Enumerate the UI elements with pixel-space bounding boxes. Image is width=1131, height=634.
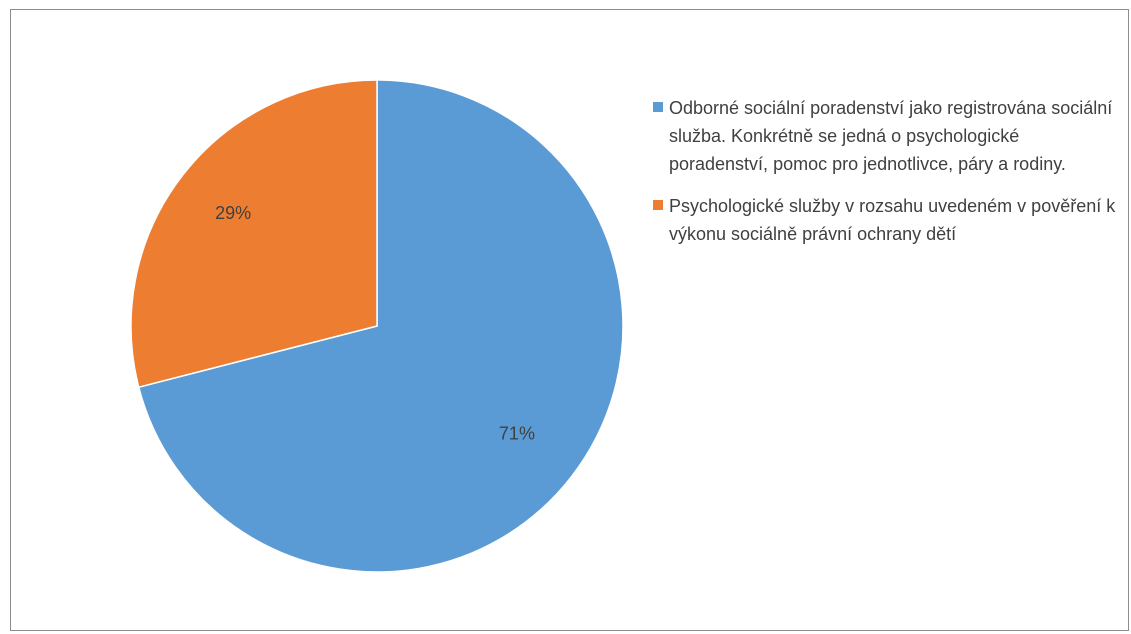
pie-slice-2 bbox=[130, 79, 378, 389]
data-label-1: 71% bbox=[499, 423, 535, 443]
pie-chart: 71% 29% bbox=[130, 79, 624, 573]
legend-label-2: Psychologické služby v rozsahu uvedeném … bbox=[669, 196, 1116, 244]
pie-slice-1 bbox=[137, 79, 624, 573]
data-label-2: 29% bbox=[215, 203, 251, 223]
legend-swatch-2 bbox=[653, 200, 663, 210]
legend-item-1: Odborné sociální poradenství jako regist… bbox=[653, 94, 1123, 178]
legend-label-1: Odborné sociální poradenství jako regist… bbox=[669, 98, 1113, 174]
legend-swatch-1 bbox=[653, 102, 663, 112]
legend: Odborné sociální poradenství jako regist… bbox=[653, 94, 1123, 262]
legend-item-2: Psychologické služby v rozsahu uvedeném … bbox=[653, 192, 1123, 248]
chart-area: 71% 29% Odborné sociální poradenství jako… bbox=[10, 9, 1129, 631]
